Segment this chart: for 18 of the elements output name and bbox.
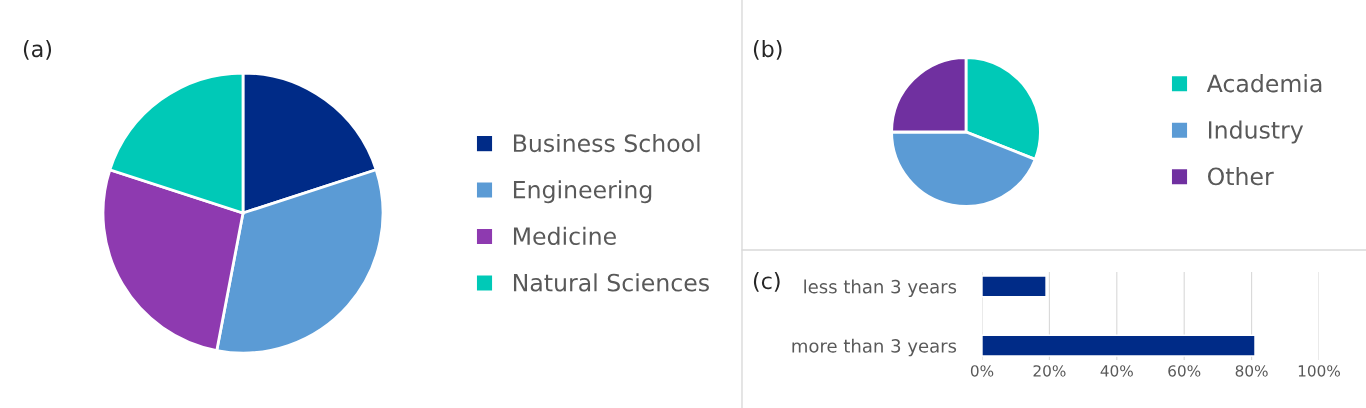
legend-label: Medicine [513, 226, 616, 246]
chart-title: (a) [23, 40, 52, 60]
x-tick-label: 100% [1298, 365, 1340, 377]
legend-label: Engineering [513, 180, 652, 204]
text: (c) [753, 272, 780, 292]
x-tick-label: 20% [1033, 365, 1066, 377]
legend-label: Natural Sciences [513, 273, 709, 292]
y-tick-label: more than 3 years [792, 338, 957, 357]
x-tick-label: 0% [970, 365, 994, 377]
chart-title: (b) [753, 40, 782, 60]
x-tick-label: 40% [1100, 365, 1133, 377]
x-tick-label: 60% [1168, 365, 1201, 377]
legend-label: Academia [1206, 74, 1322, 93]
legend-label: Other [1207, 167, 1274, 186]
y-tick-label: less than 3 years [804, 279, 957, 297]
legend-label: Business School [513, 133, 700, 153]
legend-label: Industry [1208, 120, 1304, 144]
x-tick-label: 80% [1235, 365, 1268, 377]
